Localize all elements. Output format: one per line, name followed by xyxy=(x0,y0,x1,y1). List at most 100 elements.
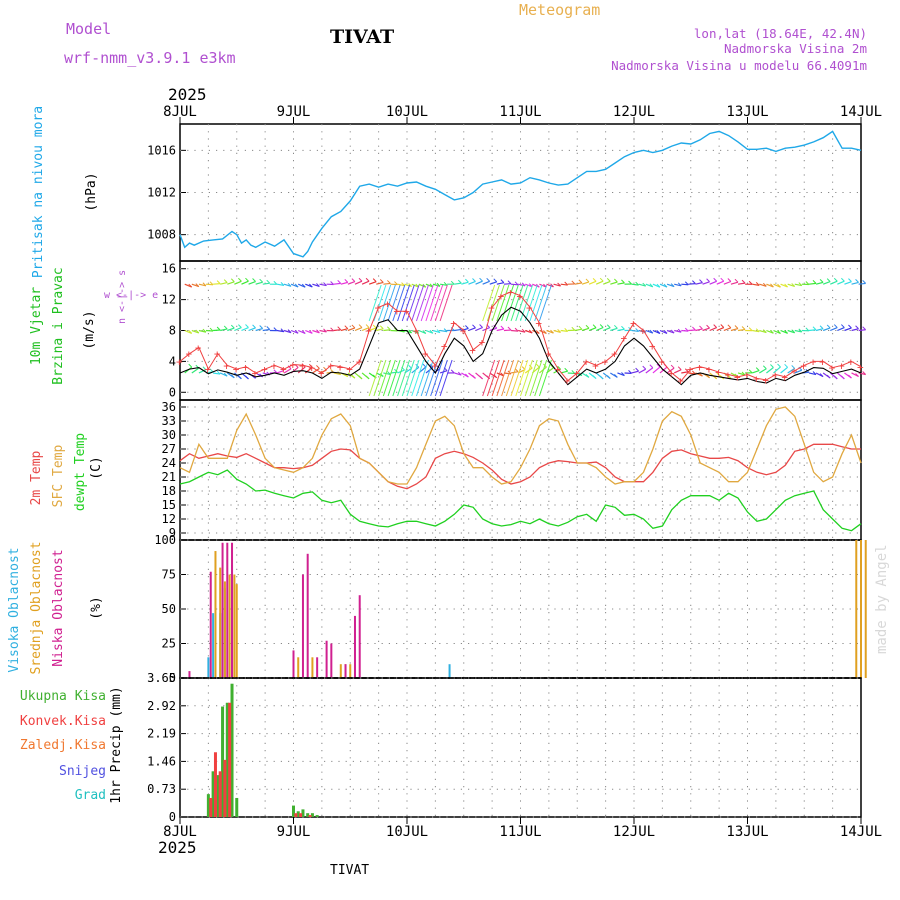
wind-arrow xyxy=(376,328,384,332)
wind-hatch xyxy=(425,359,439,397)
wind-arrow-head xyxy=(805,327,810,332)
y-tick-label: 1008 xyxy=(147,228,176,242)
wind-arrow xyxy=(454,372,462,376)
wind-arrow-head xyxy=(223,325,228,330)
wind-gust-marker: + xyxy=(829,362,836,375)
wind-arrow-head xyxy=(379,279,384,283)
wind-arrow xyxy=(312,283,320,287)
wind-arrow xyxy=(631,283,639,286)
wind-arrow-head xyxy=(500,279,505,284)
wind-arrow xyxy=(262,282,270,285)
wind-gust-marker: + xyxy=(460,325,467,338)
cloud-unit: (%) xyxy=(89,596,104,619)
wind-arrow-head xyxy=(422,283,427,288)
wind-hatch xyxy=(420,359,434,397)
wind-arrow-head xyxy=(408,283,412,287)
wind-arrow-head xyxy=(734,278,739,283)
wind-arrow-head xyxy=(223,279,228,283)
y-tick-label: 36 xyxy=(162,400,176,414)
model-label: Model xyxy=(66,20,111,38)
wind-arrow-head xyxy=(429,329,434,334)
wind-arrow-head xyxy=(706,324,710,329)
cloud-high-bar xyxy=(207,657,210,678)
wind-arrow xyxy=(674,329,682,333)
wind-arrow-head xyxy=(684,368,689,373)
wind-gust-marker: + xyxy=(185,348,192,361)
wind-arrow-head xyxy=(762,282,767,287)
wind-gust-marker: + xyxy=(611,348,618,361)
wind-arrow xyxy=(333,329,341,332)
wind-arrow xyxy=(588,280,597,285)
wind-gust-marker: + xyxy=(242,361,249,374)
wind-arrow xyxy=(248,327,256,332)
wind-arrow-head xyxy=(230,324,235,329)
wind-arrow xyxy=(198,369,207,374)
wind-gust-marker: + xyxy=(271,359,278,372)
wind-arrow-head xyxy=(656,330,661,334)
wind-hatch xyxy=(368,284,382,322)
wind-hatch xyxy=(510,284,524,322)
wind-arrow xyxy=(603,327,611,332)
wind-arrow-head xyxy=(848,374,852,379)
wind-gust-marker: + xyxy=(658,355,665,368)
wind-gust-marker: + xyxy=(290,358,297,371)
wind-gust-marker: + xyxy=(498,290,505,303)
precip-conv-bar xyxy=(218,771,222,817)
y-tick-label: 2.92 xyxy=(147,699,176,713)
wind-arrow-head xyxy=(727,374,732,379)
wind-arrow xyxy=(510,283,519,286)
wind-arrow xyxy=(283,283,292,287)
precip-legend-4: Snijeg xyxy=(59,764,106,779)
wind-arrow-head xyxy=(294,329,299,334)
wind-hatch xyxy=(524,359,538,397)
y-tick-label: 30 xyxy=(162,428,176,442)
wind-arrow-head xyxy=(720,277,725,282)
precip-total-bar xyxy=(292,805,295,817)
wind-hatch xyxy=(397,284,411,322)
wind-arrow xyxy=(858,372,866,376)
wind-arrow-head xyxy=(379,325,384,330)
wind-arrow-head xyxy=(479,375,483,380)
wind-arrow-head xyxy=(755,367,760,371)
wind-arrow-head xyxy=(621,279,625,284)
wind-arrow-head xyxy=(819,373,824,377)
wind-arrow-head xyxy=(259,325,264,329)
wind-gust-marker: + xyxy=(517,290,524,303)
wind-gust-marker: + xyxy=(753,372,760,385)
wind-gust-marker: + xyxy=(195,341,202,354)
wind-arrow xyxy=(666,329,675,334)
wind-arrow-head xyxy=(358,277,363,282)
wind-gust-marker: + xyxy=(318,367,325,380)
wind-arrow-head xyxy=(557,365,561,370)
wind-arrow-head xyxy=(188,330,193,334)
wind-arrow xyxy=(468,280,476,285)
wind-arrow xyxy=(432,283,441,287)
wind-arrow xyxy=(787,329,795,334)
wind-arrow-head xyxy=(649,283,654,288)
wind-arrow xyxy=(397,283,405,287)
wind-arrow-head xyxy=(372,278,377,283)
wind-arrow-head xyxy=(465,278,469,283)
wind-hatch xyxy=(406,359,420,397)
wind-arrow-head xyxy=(443,281,448,286)
wind-hatch xyxy=(491,359,505,397)
wind-hatch xyxy=(439,359,453,397)
lonlat-label: lon,lat (18.64E, 42.4N) xyxy=(694,26,867,41)
wind-arrow xyxy=(234,327,242,332)
wind-arrow-head xyxy=(741,279,746,284)
y-tick-label: 1012 xyxy=(147,186,176,200)
wind-arrow xyxy=(560,329,568,332)
wind-arrow-head xyxy=(621,372,625,376)
wind-arrow-head xyxy=(195,283,200,287)
watermark: made by Angel xyxy=(874,544,890,654)
wind-arrow xyxy=(681,329,689,332)
wind-arrow-head xyxy=(401,282,405,286)
y-tick-label: 27 xyxy=(162,442,176,456)
wind-arrow-head xyxy=(344,325,349,330)
wind-arrow xyxy=(368,327,377,332)
wind-arrow xyxy=(440,283,448,286)
dewpoint-line xyxy=(179,469,862,532)
precip-conv-bar xyxy=(308,815,312,817)
wind-arrow-head xyxy=(727,278,732,282)
wind-arrow-head xyxy=(770,329,774,334)
